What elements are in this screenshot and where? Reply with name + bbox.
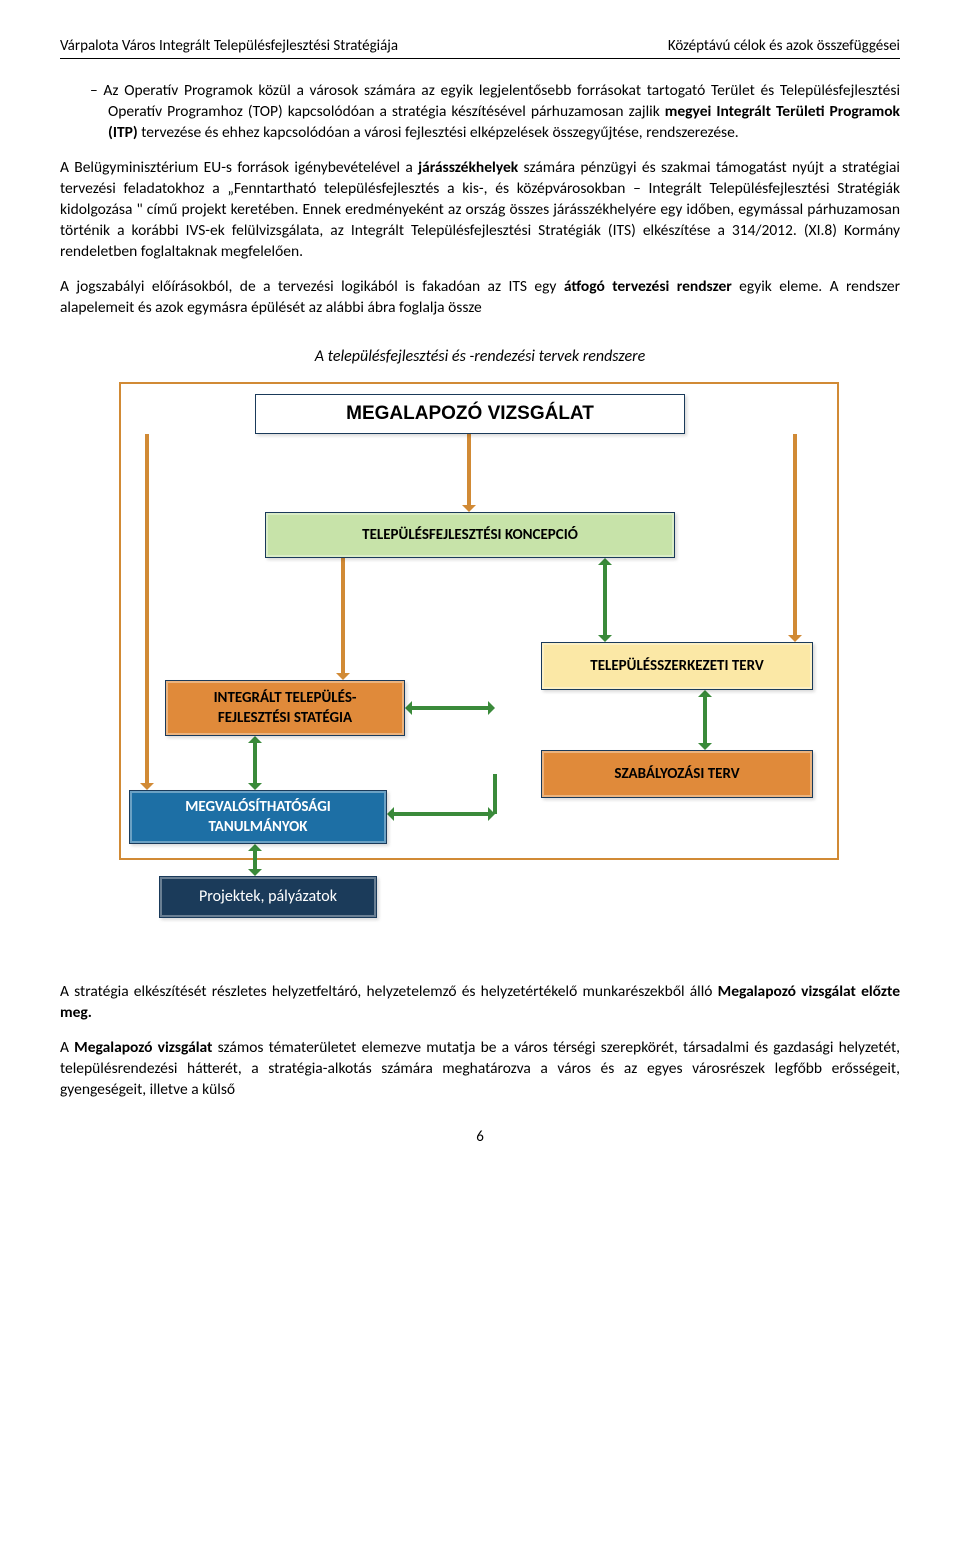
p5-bold: Megalapozó vizsgálat: [74, 1038, 212, 1057]
p4-pre: A stratégia elkészítését részletes helyz…: [60, 982, 718, 1001]
paragraph-5: A Megalapozó vizsgálat számos tématerüle…: [60, 1038, 900, 1101]
paragraph-3: A jogszabályi előírásokból, de a tervezé…: [60, 277, 900, 319]
p5-pre: A: [60, 1038, 74, 1057]
page-header: Várpalota Város Integrált Településfejle…: [60, 36, 900, 59]
p2-bold: járásszékhelyek: [418, 158, 518, 177]
header-right: Középtávú célok és azok összefüggései: [668, 36, 900, 56]
p2-pre: A Belügyminisztérium EU-s források igény…: [60, 158, 418, 177]
p3-pre: A jogszabályi előírásokból, de a tervezé…: [60, 277, 564, 296]
p3-bold: átfogó tervezési rendszer: [564, 277, 732, 296]
diagram: MEGALAPOZÓ VIZSGÁLAT TELEPÜLÉSFEJLESZTÉSI…: [95, 382, 865, 942]
box-szabalyozasi: SZABÁLYOZÁSI TERV: [541, 750, 813, 798]
box-projektek: Projektek, pályázatok: [159, 876, 377, 918]
box-megval: MEGVALÓSÍTHATÓSÁGI TANULMÁNYOK: [129, 790, 387, 844]
paragraph-1: – Az Operatív Programok közül a városok …: [60, 81, 900, 144]
page-number: 6: [60, 1127, 900, 1147]
p1-post: tervezése és ehhez kapcsolódóan a városi…: [138, 123, 739, 142]
box-koncepcio: TELEPÜLÉSFEJLESZTÉSI KONCEPCIÓ: [265, 512, 675, 558]
paragraph-2: A Belügyminisztérium EU-s források igény…: [60, 158, 900, 263]
paragraph-4: A stratégia elkészítését részletes helyz…: [60, 982, 900, 1024]
header-left: Várpalota Város Integrált Településfejle…: [60, 36, 398, 56]
box-szerkezeti: TELEPÜLÉSSZERKEZETI TERV: [541, 642, 813, 690]
diagram-caption: A településfejlesztési és -rendezési ter…: [60, 346, 900, 368]
box-integralt: INTEGRÁLT TELEPÜLÉS- FEJLESZTÉSI STATÉGI…: [165, 680, 405, 736]
box-megalapozo: MEGALAPOZÓ VIZSGÁLAT: [255, 394, 685, 434]
